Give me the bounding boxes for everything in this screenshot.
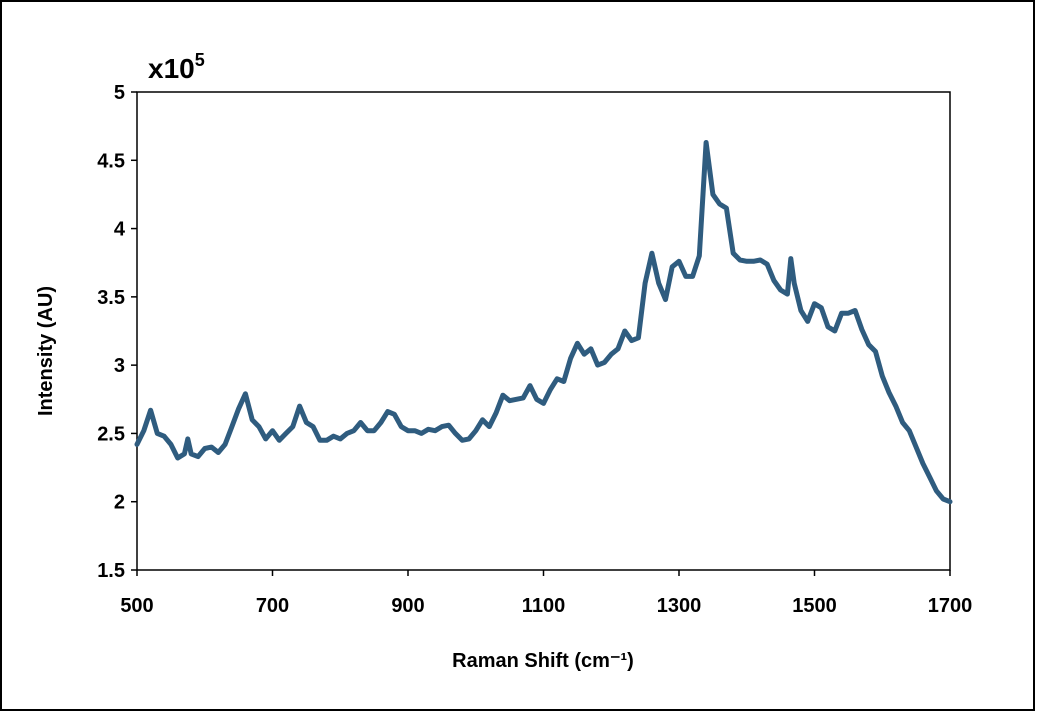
- x-tick-label: 1500: [792, 595, 837, 617]
- y-axis-label: Intensity (AU): [35, 286, 57, 416]
- x-tick-label: 1100: [522, 595, 565, 617]
- y-tick-label: 1.5: [97, 560, 125, 582]
- y-tick-label: 2.5: [97, 423, 125, 445]
- x-tick-label: 900: [391, 595, 424, 617]
- multiplier-base: x10: [148, 53, 195, 84]
- x-tick-label: 700: [256, 595, 289, 617]
- multiplier-exponent: 5: [195, 50, 205, 70]
- y-tick-label: 4.5: [97, 150, 125, 172]
- x-axis-label: Raman Shift (cm⁻¹): [452, 650, 634, 672]
- y-tick-label: 5: [114, 82, 125, 104]
- x-tick-label: 500: [120, 595, 153, 617]
- y-multiplier: x105: [148, 50, 205, 84]
- x-tick-label: 1300: [657, 595, 702, 617]
- y-tick-label: 3: [114, 355, 125, 377]
- x-tick-label: 1700: [928, 595, 973, 617]
- spectrum-line: [134, 140, 953, 505]
- y-tick-label: 4: [114, 219, 126, 241]
- y-tick-label: 3.5: [97, 287, 125, 309]
- y-tick-label: 2: [114, 492, 125, 514]
